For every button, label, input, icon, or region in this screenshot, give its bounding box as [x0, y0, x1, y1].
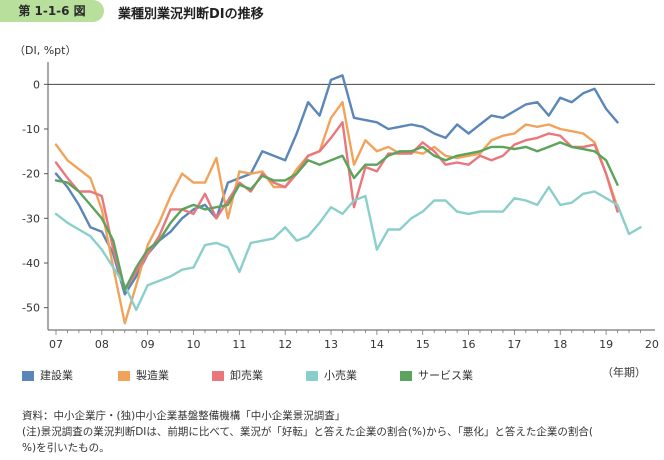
series-line-3 — [54, 121, 619, 291]
figure-title: 業種別業況判断DIの推移 — [118, 7, 264, 22]
x-tick-label: 09 — [141, 338, 155, 351]
x-tick-label: 10 — [187, 338, 201, 351]
y-tick-label: -20 — [22, 168, 40, 181]
y-tick-label: -50 — [22, 302, 40, 315]
figure-header: 第 1-1-6 図 業種別業況判断DIの推移 — [0, 0, 664, 24]
figure-number-badge: 第 1-1-6 図 — [0, 0, 104, 22]
y-tick-label: -40 — [22, 257, 40, 270]
definition-note-line-1: (注)景況調査の業況判断DIは、前期に比べて、業況が「好転」と答えた企業の割合(… — [22, 426, 593, 438]
figure-notes: 資料：中小企業庁・(独)中小企業基盤整備機構「中小企業景況調査」 (注)景況調査… — [22, 408, 658, 456]
x-tick-label: 20 — [645, 338, 659, 351]
x-tick-label: 13 — [324, 338, 338, 351]
legend-label: 卸売業 — [230, 369, 263, 382]
x-tick-label: 16 — [462, 338, 476, 351]
series-line-5 — [54, 141, 619, 291]
x-tick-label: 17 — [507, 338, 521, 351]
legend-label: 小売業 — [324, 369, 357, 382]
x-tick-label: 18 — [553, 338, 567, 351]
y-tick-label: 0 — [33, 78, 40, 91]
legend-swatch — [118, 371, 130, 381]
series-line-2 — [54, 100, 619, 325]
x-tick-label: 07 — [49, 338, 63, 351]
legend-label: サービス業 — [418, 369, 473, 382]
legend-label: 製造業 — [136, 369, 169, 382]
legend-label: 建設業 — [40, 369, 73, 382]
legend-swatch — [400, 371, 412, 381]
x-tick-label: 15 — [416, 338, 430, 351]
x-tick-label: 11 — [232, 338, 246, 351]
x-tick-label: 14 — [370, 338, 384, 351]
legend-swatch — [306, 371, 318, 381]
series-line-4 — [54, 185, 642, 312]
definition-note-line-2: %)を引いたもの。 — [22, 442, 110, 454]
line-chart: 0 -10 -20 -30 -40 -50 07 08 09 10 11 12 13 14 15 16 17 18… — [22, 62, 659, 351]
x-tick-label: 12 — [278, 338, 292, 351]
y-axis-unit-label: （DI, %pt） — [14, 44, 77, 57]
legend-swatch — [212, 371, 224, 381]
y-tick-label: -30 — [22, 212, 40, 225]
x-axis-unit-label: （年期） — [602, 366, 646, 379]
x-tick-label: 08 — [95, 338, 109, 351]
x-tick-label: 19 — [599, 338, 613, 351]
legend-swatch — [22, 371, 34, 381]
source-note: 資料：中小企業庁・(独)中小企業基盤整備機構「中小企業景況調査」 — [22, 410, 346, 422]
y-tick-label: -10 — [22, 123, 40, 136]
